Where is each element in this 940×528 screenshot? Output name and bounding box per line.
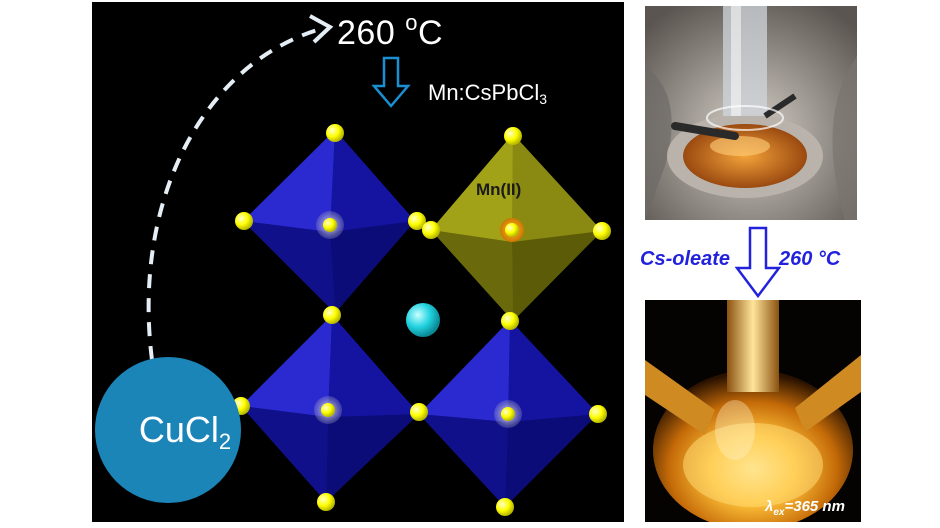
curve-arrow-head (309, 14, 334, 44)
flask-photo-uv (645, 300, 861, 522)
cesium-atom (406, 303, 440, 337)
product-label: Mn:CsPbCl3 (428, 80, 548, 107)
crystal-structure-diagram (95, 14, 611, 516)
injection-arrow-icon (735, 226, 781, 298)
temperature-label: 260 oC (337, 10, 443, 52)
flask-photo-before (645, 6, 857, 220)
chloride-atoms (232, 124, 611, 516)
dashed-curve-arrow (146, 26, 325, 361)
crystal-structure-panel: 260 oC Mn:CsPbCl3 Mn(II) CuCl2 (92, 2, 624, 522)
cucl2-circle (95, 357, 241, 503)
down-arrow-icon (371, 56, 411, 108)
reaction-temperature-label: 260 °C (779, 248, 841, 270)
excitation-label: λex=365 nm (765, 498, 845, 518)
dopant-label: Mn(II) (476, 180, 522, 199)
reagent-label: Cs-oleate (640, 248, 731, 270)
precursor-label: CuCl2 (138, 409, 232, 454)
